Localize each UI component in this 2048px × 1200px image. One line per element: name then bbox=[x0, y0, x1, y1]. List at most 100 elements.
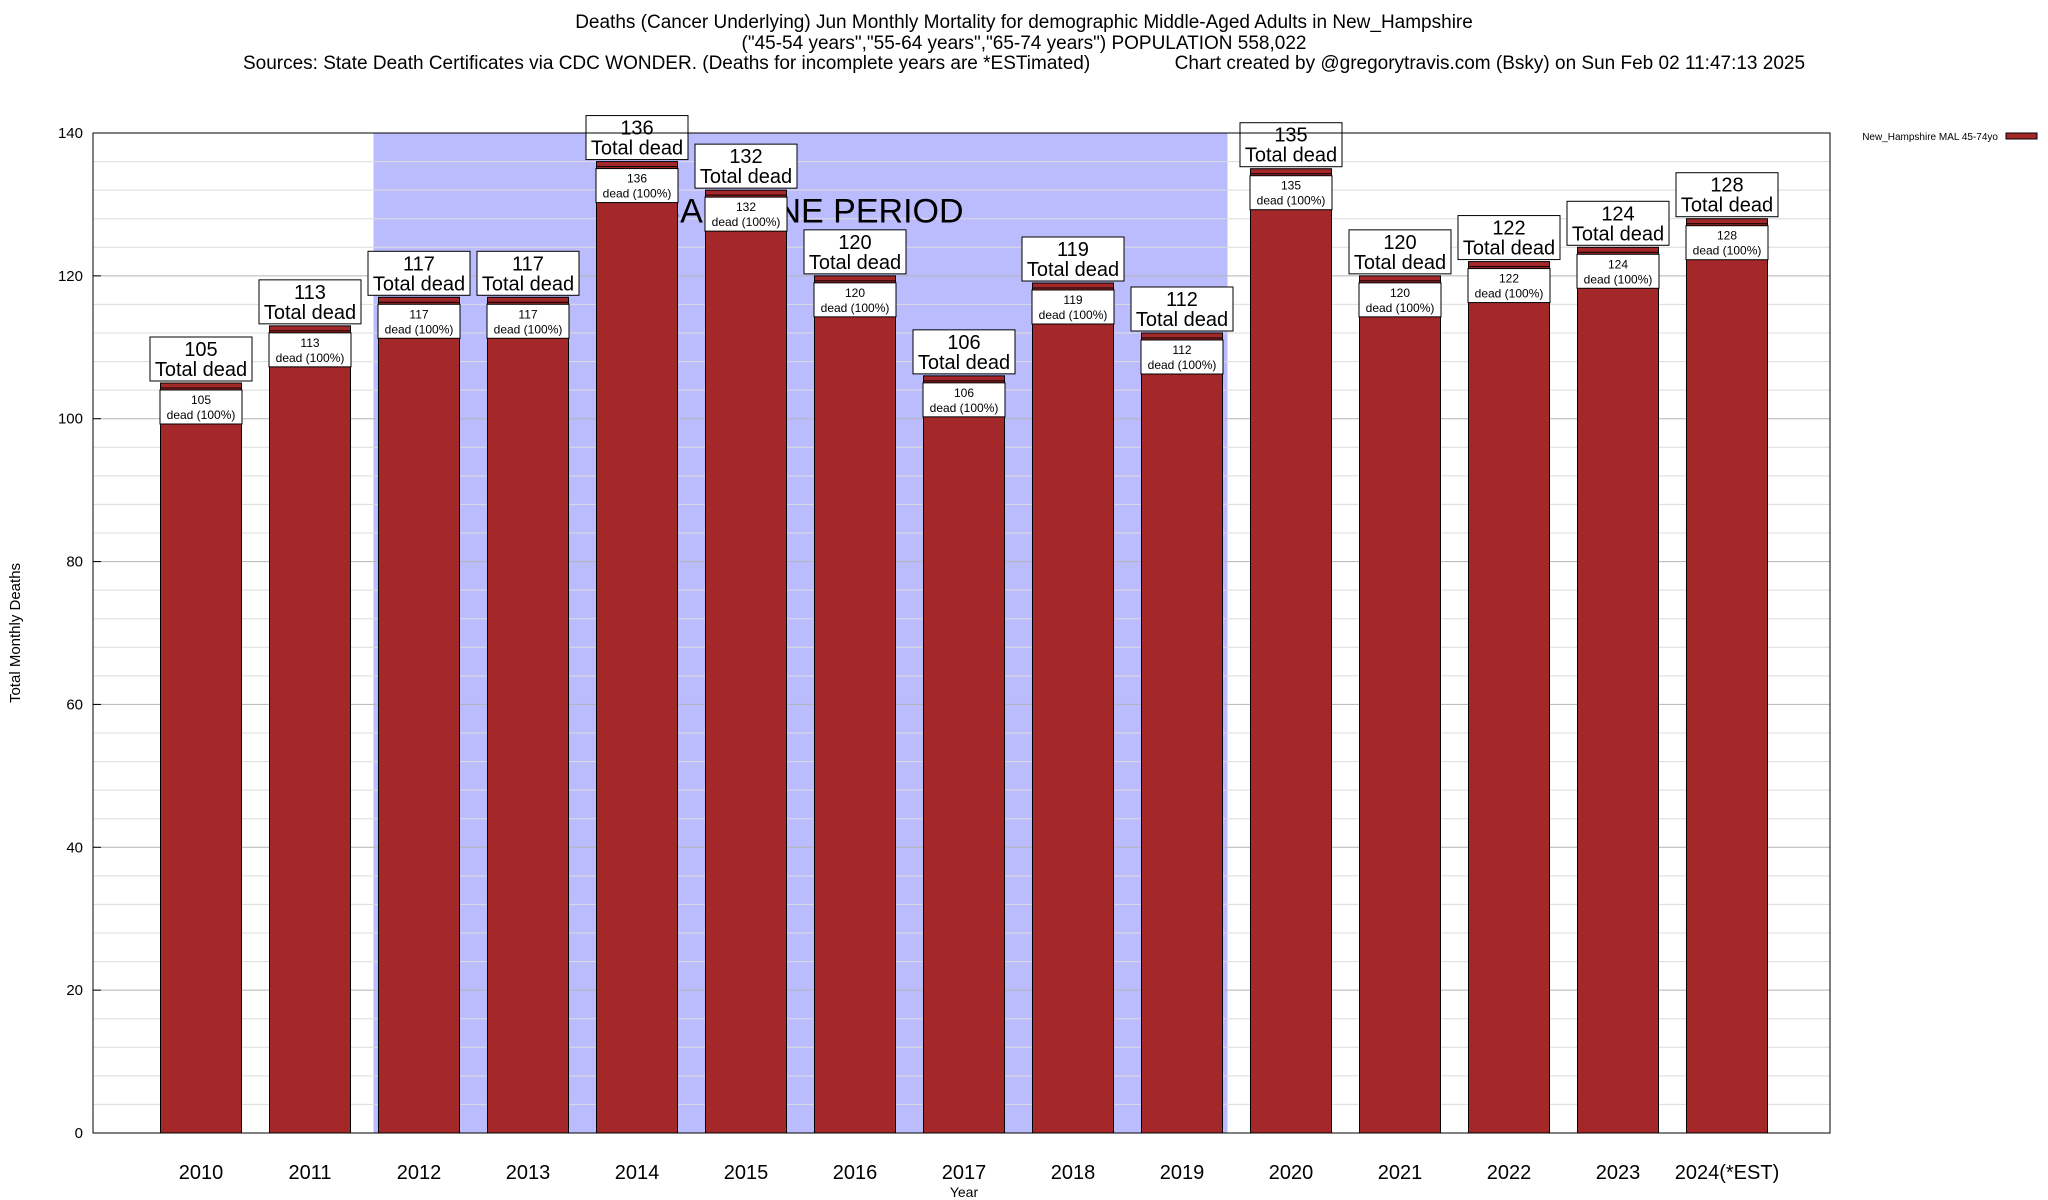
inner-value-label: 122 bbox=[1499, 272, 1519, 286]
total-value-label: 117 bbox=[512, 253, 544, 275]
total-label-box bbox=[694, 143, 798, 189]
inner-percent-label: dead (100%) bbox=[1257, 194, 1326, 208]
inner-label-box bbox=[1358, 282, 1442, 318]
inner-label-box bbox=[922, 382, 1006, 418]
total-label-box bbox=[1239, 122, 1343, 168]
total-label-box bbox=[258, 279, 362, 325]
total-dead-label: Total dead bbox=[482, 273, 574, 295]
inner-label-box bbox=[1140, 339, 1224, 375]
total-dead-label: Total dead bbox=[1681, 195, 1773, 217]
x-tick-label: 2020 bbox=[1269, 1162, 1314, 1184]
x-tick-label: 2022 bbox=[1487, 1162, 1532, 1184]
total-value-label: 117 bbox=[403, 253, 435, 275]
inner-label-box bbox=[486, 303, 570, 339]
inner-value-label: 132 bbox=[736, 200, 756, 214]
y-tick-label: 100 bbox=[58, 411, 83, 428]
total-dead-label: Total dead bbox=[1136, 309, 1228, 331]
inner-value-label: 106 bbox=[954, 386, 974, 400]
total-dead-label: Total dead bbox=[264, 302, 356, 324]
inner-label-box bbox=[1685, 225, 1769, 261]
inner-percent-label: dead (100%) bbox=[1366, 301, 1435, 315]
bar bbox=[1359, 275, 1441, 1134]
inner-label-box bbox=[377, 303, 461, 339]
total-dead-label: Total dead bbox=[1245, 145, 1337, 167]
inner-percent-label: dead (100%) bbox=[1584, 272, 1653, 286]
x-tick-label: 2014 bbox=[615, 1162, 660, 1184]
y-tick-label: 60 bbox=[66, 696, 83, 713]
bar bbox=[814, 275, 896, 1134]
x-tick-label: 2015 bbox=[724, 1162, 769, 1184]
total-value-label: 135 bbox=[1274, 125, 1307, 147]
inner-value-label: 112 bbox=[1172, 343, 1191, 357]
plot-frame bbox=[92, 132, 1831, 1134]
inner-value-label: 136 bbox=[627, 172, 647, 186]
inner-percent-label: dead (100%) bbox=[930, 401, 999, 415]
x-tick-label: 2023 bbox=[1596, 1162, 1641, 1184]
total-value-label: 136 bbox=[620, 118, 653, 140]
inner-value-label: 120 bbox=[1390, 286, 1410, 300]
bar bbox=[487, 296, 569, 1134]
y-tick-label: 20 bbox=[66, 982, 83, 999]
total-dead-label: Total dead bbox=[1354, 252, 1446, 274]
legend-label: New_Hampshire MAL 45-74yo bbox=[1862, 132, 1998, 143]
inner-label-box bbox=[704, 196, 788, 232]
total-dead-label: Total dead bbox=[373, 273, 465, 295]
total-label-box bbox=[476, 250, 580, 296]
total-value-label: 120 bbox=[838, 232, 871, 254]
total-label-box bbox=[1348, 229, 1452, 275]
total-label-box bbox=[1130, 286, 1234, 332]
inner-percent-label: dead (100%) bbox=[167, 408, 236, 422]
total-value-label: 120 bbox=[1383, 232, 1416, 254]
total-value-label: 124 bbox=[1601, 203, 1634, 225]
inner-value-label: 135 bbox=[1281, 179, 1301, 193]
y-tick-label: 0 bbox=[75, 1125, 83, 1142]
inner-percent-label: dead (100%) bbox=[385, 322, 454, 336]
chart-title: Deaths (Cancer Underlying) Jun Monthly M… bbox=[575, 12, 1473, 33]
total-value-label: 106 bbox=[947, 332, 980, 354]
x-tick-label: 2012 bbox=[397, 1162, 442, 1184]
total-value-label: 119 bbox=[1057, 239, 1089, 261]
inner-percent-label: dead (100%) bbox=[1039, 308, 1108, 322]
inner-percent-label: dead (100%) bbox=[821, 301, 890, 315]
inner-percent-label: dead (100%) bbox=[276, 351, 345, 365]
inner-value-label: 128 bbox=[1717, 229, 1737, 243]
total-dead-label: Total dead bbox=[700, 166, 792, 188]
total-label-box bbox=[585, 115, 689, 161]
total-label-box bbox=[1566, 200, 1670, 246]
y-tick-label: 40 bbox=[66, 839, 83, 856]
inner-label-box bbox=[1249, 175, 1333, 211]
inner-percent-label: dead (100%) bbox=[1148, 358, 1217, 372]
inner-value-label: 120 bbox=[845, 286, 865, 300]
chart-sources-line: Sources: State Death Certificates via CD… bbox=[242, 53, 1806, 74]
total-value-label: 113 bbox=[294, 282, 326, 304]
bar bbox=[1032, 282, 1114, 1134]
x-axis-title: Year bbox=[950, 1184, 979, 1200]
total-value-label: 105 bbox=[184, 339, 217, 361]
total-dead-label: Total dead bbox=[591, 138, 683, 160]
inner-percent-label: dead (100%) bbox=[1693, 244, 1762, 258]
bar bbox=[1686, 218, 1768, 1134]
total-dead-label: Total dead bbox=[1463, 238, 1555, 260]
bar bbox=[160, 382, 242, 1134]
total-label-box bbox=[1021, 236, 1125, 282]
inner-label-box bbox=[1467, 268, 1551, 304]
x-tick-label: 2011 bbox=[288, 1162, 331, 1184]
inner-value-label: 117 bbox=[409, 307, 428, 321]
inner-value-label: 124 bbox=[1608, 257, 1628, 271]
x-tick-label: 2018 bbox=[1051, 1162, 1096, 1184]
x-tick-label: 2013 bbox=[506, 1162, 551, 1184]
total-dead-label: Total dead bbox=[809, 252, 901, 274]
total-dead-label: Total dead bbox=[918, 352, 1010, 374]
inner-percent-label: dead (100%) bbox=[1475, 287, 1544, 301]
legend-swatch bbox=[2005, 132, 2038, 140]
bar bbox=[269, 325, 351, 1134]
chart-subtitle: ("45-54 years","55-64 years","65-74 year… bbox=[741, 33, 1307, 54]
x-tick-label: 2024(*EST) bbox=[1675, 1162, 1780, 1184]
x-tick-label: 2019 bbox=[1160, 1162, 1205, 1184]
bar bbox=[1577, 246, 1659, 1134]
inner-label-box bbox=[268, 332, 352, 368]
bar bbox=[378, 296, 460, 1134]
y-tick-label: 120 bbox=[58, 268, 83, 285]
total-label-box bbox=[912, 329, 1016, 375]
total-label-box bbox=[1675, 172, 1779, 218]
